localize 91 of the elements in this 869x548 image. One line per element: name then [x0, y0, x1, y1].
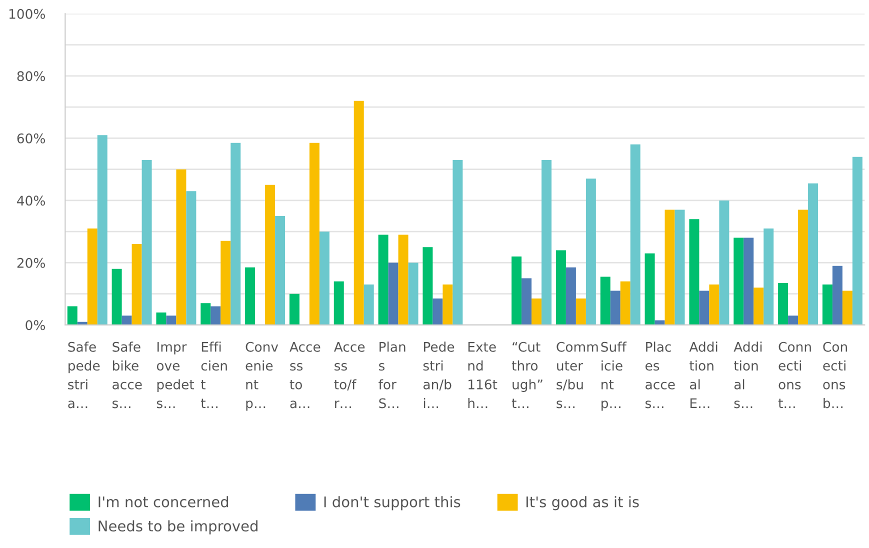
bar	[576, 298, 586, 325]
x-tick-label: Effi cien t t…	[200, 342, 227, 408]
bar	[186, 191, 196, 325]
bar	[319, 232, 330, 325]
bar	[709, 284, 720, 325]
bar	[132, 244, 142, 325]
bar	[112, 268, 122, 325]
bar	[522, 278, 532, 325]
bar	[166, 316, 176, 325]
bar	[122, 316, 132, 325]
bar	[556, 250, 566, 325]
bar	[689, 219, 700, 325]
bar	[512, 256, 522, 325]
x-tick-label: Suff icie nt p…	[601, 342, 627, 411]
x-tick-label: Acce ss to a…	[290, 342, 320, 408]
bar	[422, 247, 433, 325]
x-tick-label: Acce ss to/f r…	[334, 342, 365, 408]
bar	[176, 169, 186, 325]
x-tick-label: Comm uter s/bu s…	[556, 342, 598, 408]
bar	[852, 156, 862, 325]
bar	[630, 144, 640, 325]
bar	[842, 290, 852, 325]
bar	[532, 298, 542, 325]
legend-label: It's good as it is	[526, 496, 639, 510]
x-tick-label: “Cut thro ugh” t…	[512, 342, 542, 408]
bar	[644, 253, 655, 325]
bar	[452, 160, 463, 325]
bar	[542, 160, 552, 325]
bar	[289, 294, 300, 325]
bar	[699, 290, 710, 325]
x-tick-label: Addi tion al E…	[689, 342, 718, 408]
legend-label: Needs to be improved	[98, 520, 258, 534]
bar	[754, 288, 764, 325]
bar	[734, 238, 744, 325]
bar	[586, 178, 596, 325]
x-tick-label: Conv enie nt p…	[246, 342, 278, 411]
bar	[744, 238, 754, 325]
x-tick-label: Safe pede stri a…	[68, 342, 100, 408]
bar	[142, 160, 152, 325]
legend-label: I don't support this	[324, 496, 460, 510]
bar	[432, 298, 443, 325]
bar	[67, 306, 78, 325]
bar	[220, 240, 231, 325]
bar	[798, 210, 808, 325]
x-tick-label: Conn ecti ons t…	[778, 342, 811, 408]
bar	[210, 306, 221, 325]
bar	[200, 303, 211, 325]
bar	[719, 200, 730, 325]
bar	[388, 262, 398, 325]
y-tick-label: 80%	[17, 71, 45, 82]
y-tick-label: 20%	[17, 258, 45, 268]
y-tick-label: 60%	[17, 133, 45, 144]
bar	[788, 316, 798, 325]
bar	[664, 210, 675, 325]
x-tick-label: Addi tion al s…	[734, 342, 762, 408]
bar	[620, 281, 630, 325]
bar	[309, 142, 320, 325]
y-tick-label: 100%	[9, 8, 45, 19]
bar	[334, 281, 344, 325]
bar	[832, 266, 842, 325]
bar	[156, 312, 166, 325]
bar	[442, 284, 453, 325]
bar	[822, 284, 832, 325]
bar	[245, 267, 256, 325]
bar	[97, 135, 108, 325]
bar	[230, 142, 241, 325]
bar	[87, 228, 98, 325]
x-tick-label: Exte nd 116t h…	[468, 342, 498, 408]
x-tick-label: Pede stri an/b i…	[423, 342, 454, 408]
legend-label: I'm not concerned	[98, 496, 228, 508]
bar	[275, 216, 286, 325]
x-tick-label: Plac es acce s…	[646, 342, 675, 408]
bar	[408, 262, 418, 325]
y-tick-label: 0%	[26, 320, 46, 330]
x-tick-label: Con ecti ons b…	[823, 342, 847, 408]
bar	[600, 276, 610, 325]
bar	[674, 210, 685, 325]
bar	[764, 228, 774, 325]
bar	[610, 290, 620, 325]
bar	[378, 234, 388, 325]
bar	[354, 100, 364, 325]
bar	[398, 234, 408, 325]
bar	[364, 284, 374, 325]
bar	[265, 184, 276, 325]
y-tick-label: 40%	[17, 196, 45, 206]
x-tick-label: Impr ove pedet s…	[156, 342, 194, 408]
bar	[808, 183, 818, 325]
x-tick-label: Plan s for S…	[378, 342, 406, 408]
bar	[778, 282, 788, 325]
bar	[566, 267, 576, 325]
x-tick-label: Safe bike acce s…	[112, 342, 142, 408]
